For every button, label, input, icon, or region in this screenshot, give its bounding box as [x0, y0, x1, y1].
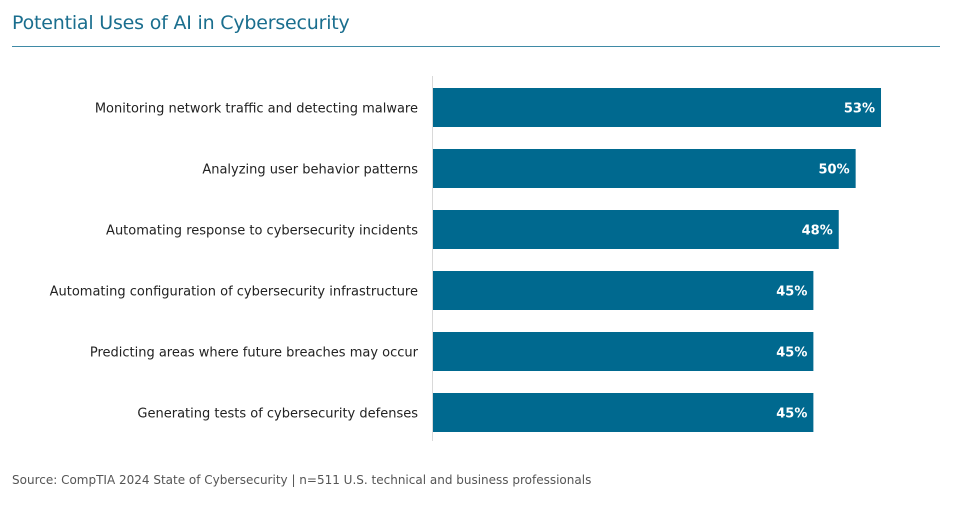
title-divider	[12, 46, 940, 47]
category-label: Automating configuration of cybersecurit…	[50, 285, 418, 300]
bar	[433, 149, 856, 188]
chart-title: Potential Uses of AI in Cybersecurity	[12, 12, 350, 34]
bar	[433, 88, 882, 127]
data-label: 45%	[776, 285, 807, 300]
data-label: 48%	[802, 224, 833, 239]
category-label: Monitoring network traffic and detecting…	[95, 102, 418, 117]
bar	[433, 332, 814, 371]
data-label: 53%	[844, 102, 875, 117]
category-label: Automating response to cybersecurity inc…	[106, 224, 418, 239]
data-label: 45%	[776, 407, 807, 422]
bar	[433, 271, 814, 310]
category-label: Analyzing user behavior patterns	[202, 163, 418, 178]
data-label: 50%	[819, 163, 850, 178]
bar	[433, 210, 839, 249]
source-note: Source: CompTIA 2024 State of Cybersecur…	[12, 473, 592, 487]
bar	[433, 393, 814, 432]
category-label: Generating tests of cybersecurity defens…	[137, 407, 418, 422]
data-label: 45%	[776, 346, 807, 361]
category-label: Predicting areas where future breaches m…	[90, 346, 419, 361]
